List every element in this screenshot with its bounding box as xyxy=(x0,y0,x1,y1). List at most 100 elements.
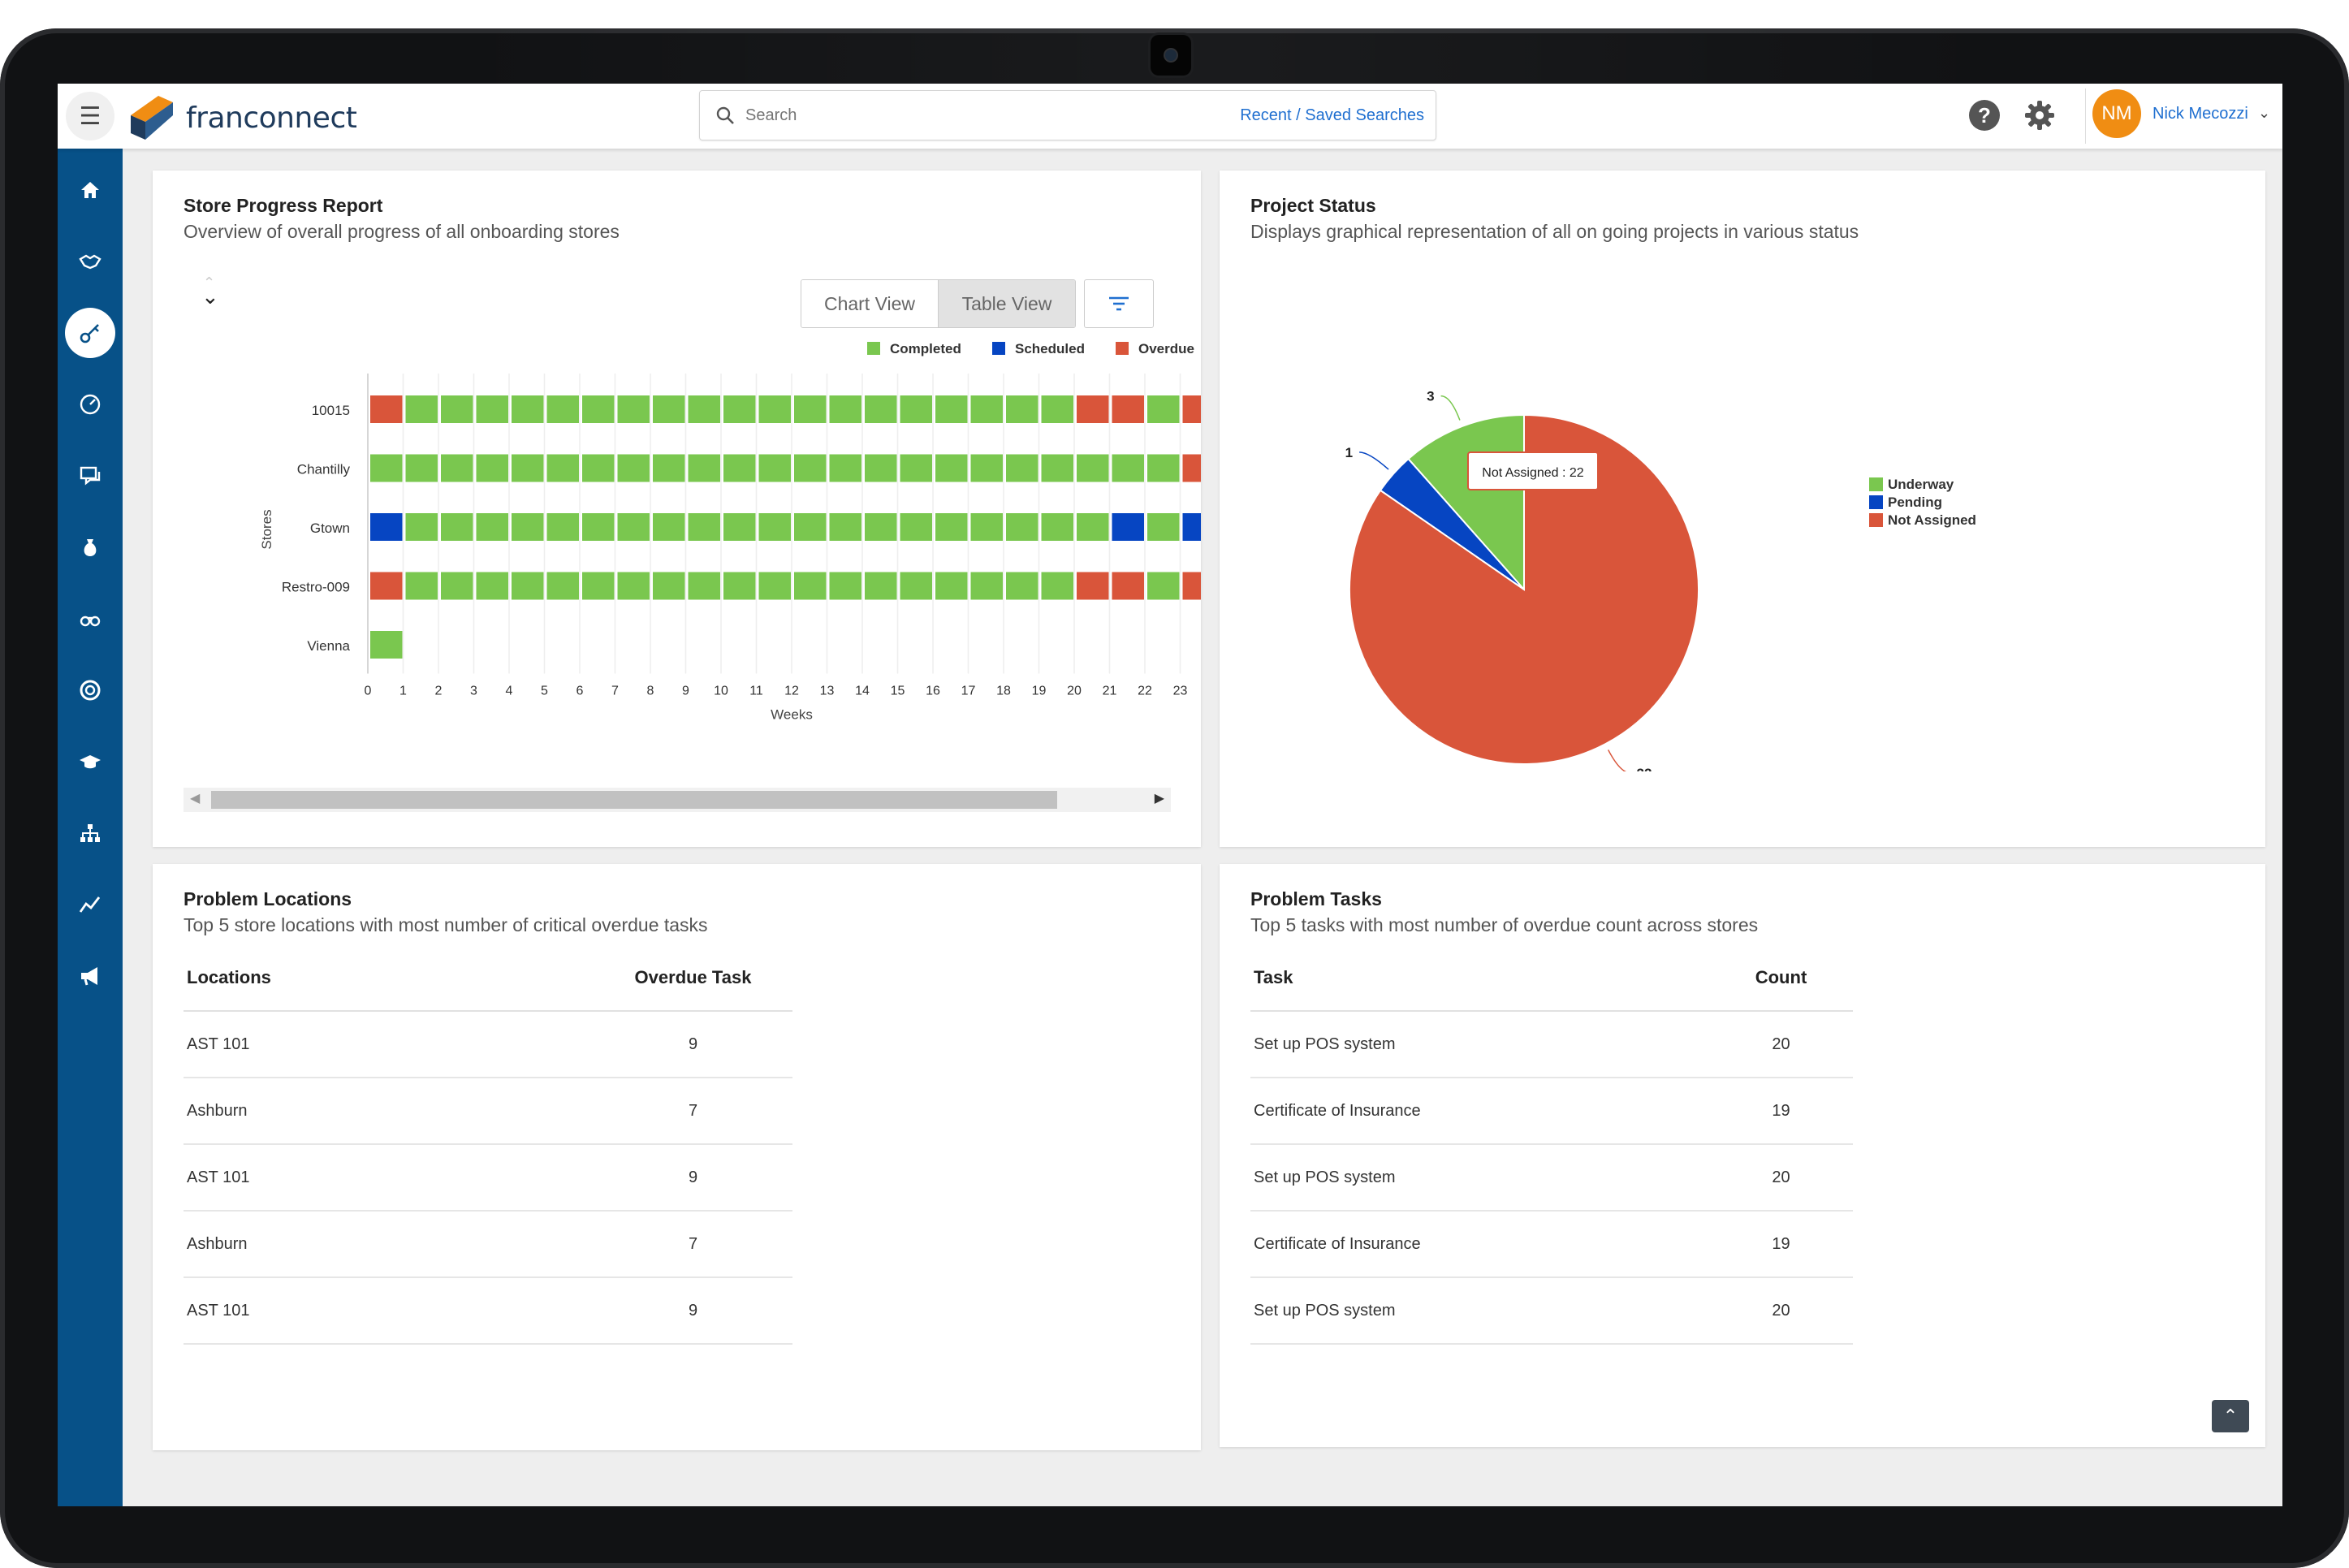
scrollbar-thumb[interactable] xyxy=(211,791,1057,809)
filter-button[interactable] xyxy=(1084,279,1154,328)
x-tick-label: 16 xyxy=(926,685,940,698)
bar-segment xyxy=(970,395,1003,423)
bar-segment xyxy=(1147,513,1180,541)
sidebar-item-finance[interactable] xyxy=(61,518,119,577)
bar-segment xyxy=(441,513,473,541)
top-bar: ☰ franconnect Recent / Saved Searches ? xyxy=(58,84,2282,149)
binoculars-icon xyxy=(80,616,101,627)
bar-segment xyxy=(688,395,720,423)
column-header-locations: Locations xyxy=(184,945,594,1012)
problem-tasks-card: Problem Tasks Top 5 tasks with most numb… xyxy=(1220,864,2265,1447)
bar-segment xyxy=(1041,572,1073,600)
trend-line-icon xyxy=(79,896,101,913)
bar-segment xyxy=(1077,454,1109,482)
bar-segment xyxy=(582,395,615,423)
sidebar-item-handshake[interactable] xyxy=(61,232,119,291)
count-cell: 20 xyxy=(1709,1144,1853,1212)
chart-view-button[interactable]: Chart View xyxy=(801,280,939,327)
back-to-top-button[interactable]: ⌃ xyxy=(2212,1400,2249,1432)
column-header-count: Count xyxy=(1709,945,1853,1012)
search-input[interactable] xyxy=(744,105,1234,126)
sidebar-item-marketing[interactable] xyxy=(61,947,119,1005)
bar-segment xyxy=(370,454,403,482)
legend-swatch xyxy=(1869,513,1883,527)
user-name[interactable]: Nick Mecozzi xyxy=(2153,105,2248,123)
y-tick-label: Vienna xyxy=(307,638,350,654)
sidebar-item-onboarding[interactable] xyxy=(61,304,119,362)
card-subtitle: Overview of overall progress of all onbo… xyxy=(184,221,620,242)
x-tick-label: 18 xyxy=(996,685,1011,698)
scroll-right-icon[interactable]: ▶ xyxy=(1154,792,1164,806)
scroll-left-icon[interactable]: ◀ xyxy=(190,792,201,806)
data-label: 1 xyxy=(1345,445,1353,460)
bar-segment xyxy=(1112,572,1144,600)
count-cell: 20 xyxy=(1709,1011,1853,1078)
bar-segment xyxy=(512,572,544,600)
card-title: Store Progress Report xyxy=(184,195,383,216)
sidebar-item-organization[interactable] xyxy=(61,804,119,862)
sidebar-item-explore[interactable] xyxy=(61,590,119,648)
table-row[interactable]: AST 101 9 xyxy=(184,1144,792,1212)
bar-segment xyxy=(758,454,791,482)
table-row[interactable]: Ashburn 7 xyxy=(184,1078,792,1145)
table-row[interactable]: Set up POS system 20 xyxy=(1250,1011,1853,1078)
bar-segment xyxy=(617,395,650,423)
x-tick-label: 4 xyxy=(506,685,513,698)
sidebar-item-support[interactable] xyxy=(61,661,119,719)
table-view-button[interactable]: Table View xyxy=(939,280,1075,327)
search-box[interactable]: Recent / Saved Searches xyxy=(699,90,1436,140)
bar-segment xyxy=(582,572,615,600)
bar-segment xyxy=(1182,454,1201,482)
table-row[interactable]: AST 101 9 xyxy=(184,1011,792,1078)
sidebar-item-training[interactable] xyxy=(61,732,119,791)
sidebar-item-analytics[interactable] xyxy=(61,875,119,934)
gear-icon[interactable] xyxy=(2023,98,2057,132)
table-row[interactable]: Set up POS system 20 xyxy=(1250,1144,1853,1212)
bar-segment xyxy=(865,513,897,541)
table-row[interactable]: Certificate of Insurance 19 xyxy=(1250,1211,1853,1278)
bar-segment xyxy=(441,454,473,482)
pie-slice xyxy=(1349,413,1699,765)
x-axis-label: Weeks xyxy=(771,707,813,723)
help-icon[interactable]: ? xyxy=(1969,100,2000,131)
sidebar-item-messages[interactable] xyxy=(61,447,119,505)
bar-segment xyxy=(370,513,403,541)
bar-segment xyxy=(405,513,438,541)
overdue-cell: 7 xyxy=(594,1078,792,1145)
bar-segment xyxy=(441,572,473,600)
filter-icon xyxy=(1109,296,1129,311)
horizontal-scrollbar[interactable]: ◀ ▶ xyxy=(184,788,1171,812)
table-row[interactable]: Set up POS system 20 xyxy=(1250,1277,1853,1345)
sidebar-item-dashboard[interactable] xyxy=(61,375,119,434)
bar-segment xyxy=(1147,395,1180,423)
franconnect-logo-icon xyxy=(131,96,173,140)
bar-segment xyxy=(546,572,579,600)
avatar[interactable]: NM xyxy=(2092,89,2141,138)
data-label-connector xyxy=(1607,749,1627,771)
camera xyxy=(1151,35,1191,76)
bar-segment xyxy=(441,395,473,423)
bar-segment xyxy=(935,572,968,600)
table-row[interactable]: AST 101 9 xyxy=(184,1277,792,1345)
location-cell: AST 101 xyxy=(184,1011,594,1078)
chevron-down-icon[interactable]: ⌄ xyxy=(201,284,219,309)
chevron-up-icon[interactable]: ⌃ xyxy=(203,274,216,291)
bar-segment xyxy=(1147,572,1180,600)
legend-label: Completed xyxy=(890,341,961,356)
bar-segment xyxy=(546,395,579,423)
hamburger-menu-icon[interactable]: ☰ xyxy=(66,92,114,140)
table-row[interactable]: Ashburn 7 xyxy=(184,1211,792,1278)
chevron-down-icon[interactable]: ⌄ xyxy=(2258,105,2271,121)
location-cell: AST 101 xyxy=(184,1144,594,1212)
x-tick-label: 11 xyxy=(749,685,763,698)
sidebar-item-home[interactable] xyxy=(61,161,119,219)
bar-segment xyxy=(723,395,756,423)
legend-swatch xyxy=(992,342,1005,355)
recent-saved-searches-link[interactable]: Recent / Saved Searches xyxy=(1240,106,1424,124)
bar-segment xyxy=(370,631,403,659)
table-row[interactable]: Certificate of Insurance 19 xyxy=(1250,1078,1853,1145)
bar-segment xyxy=(1041,454,1073,482)
logo[interactable]: franconnect xyxy=(126,90,357,145)
table-header-row: Task Count xyxy=(1250,945,1853,1012)
bar-segment xyxy=(476,395,508,423)
